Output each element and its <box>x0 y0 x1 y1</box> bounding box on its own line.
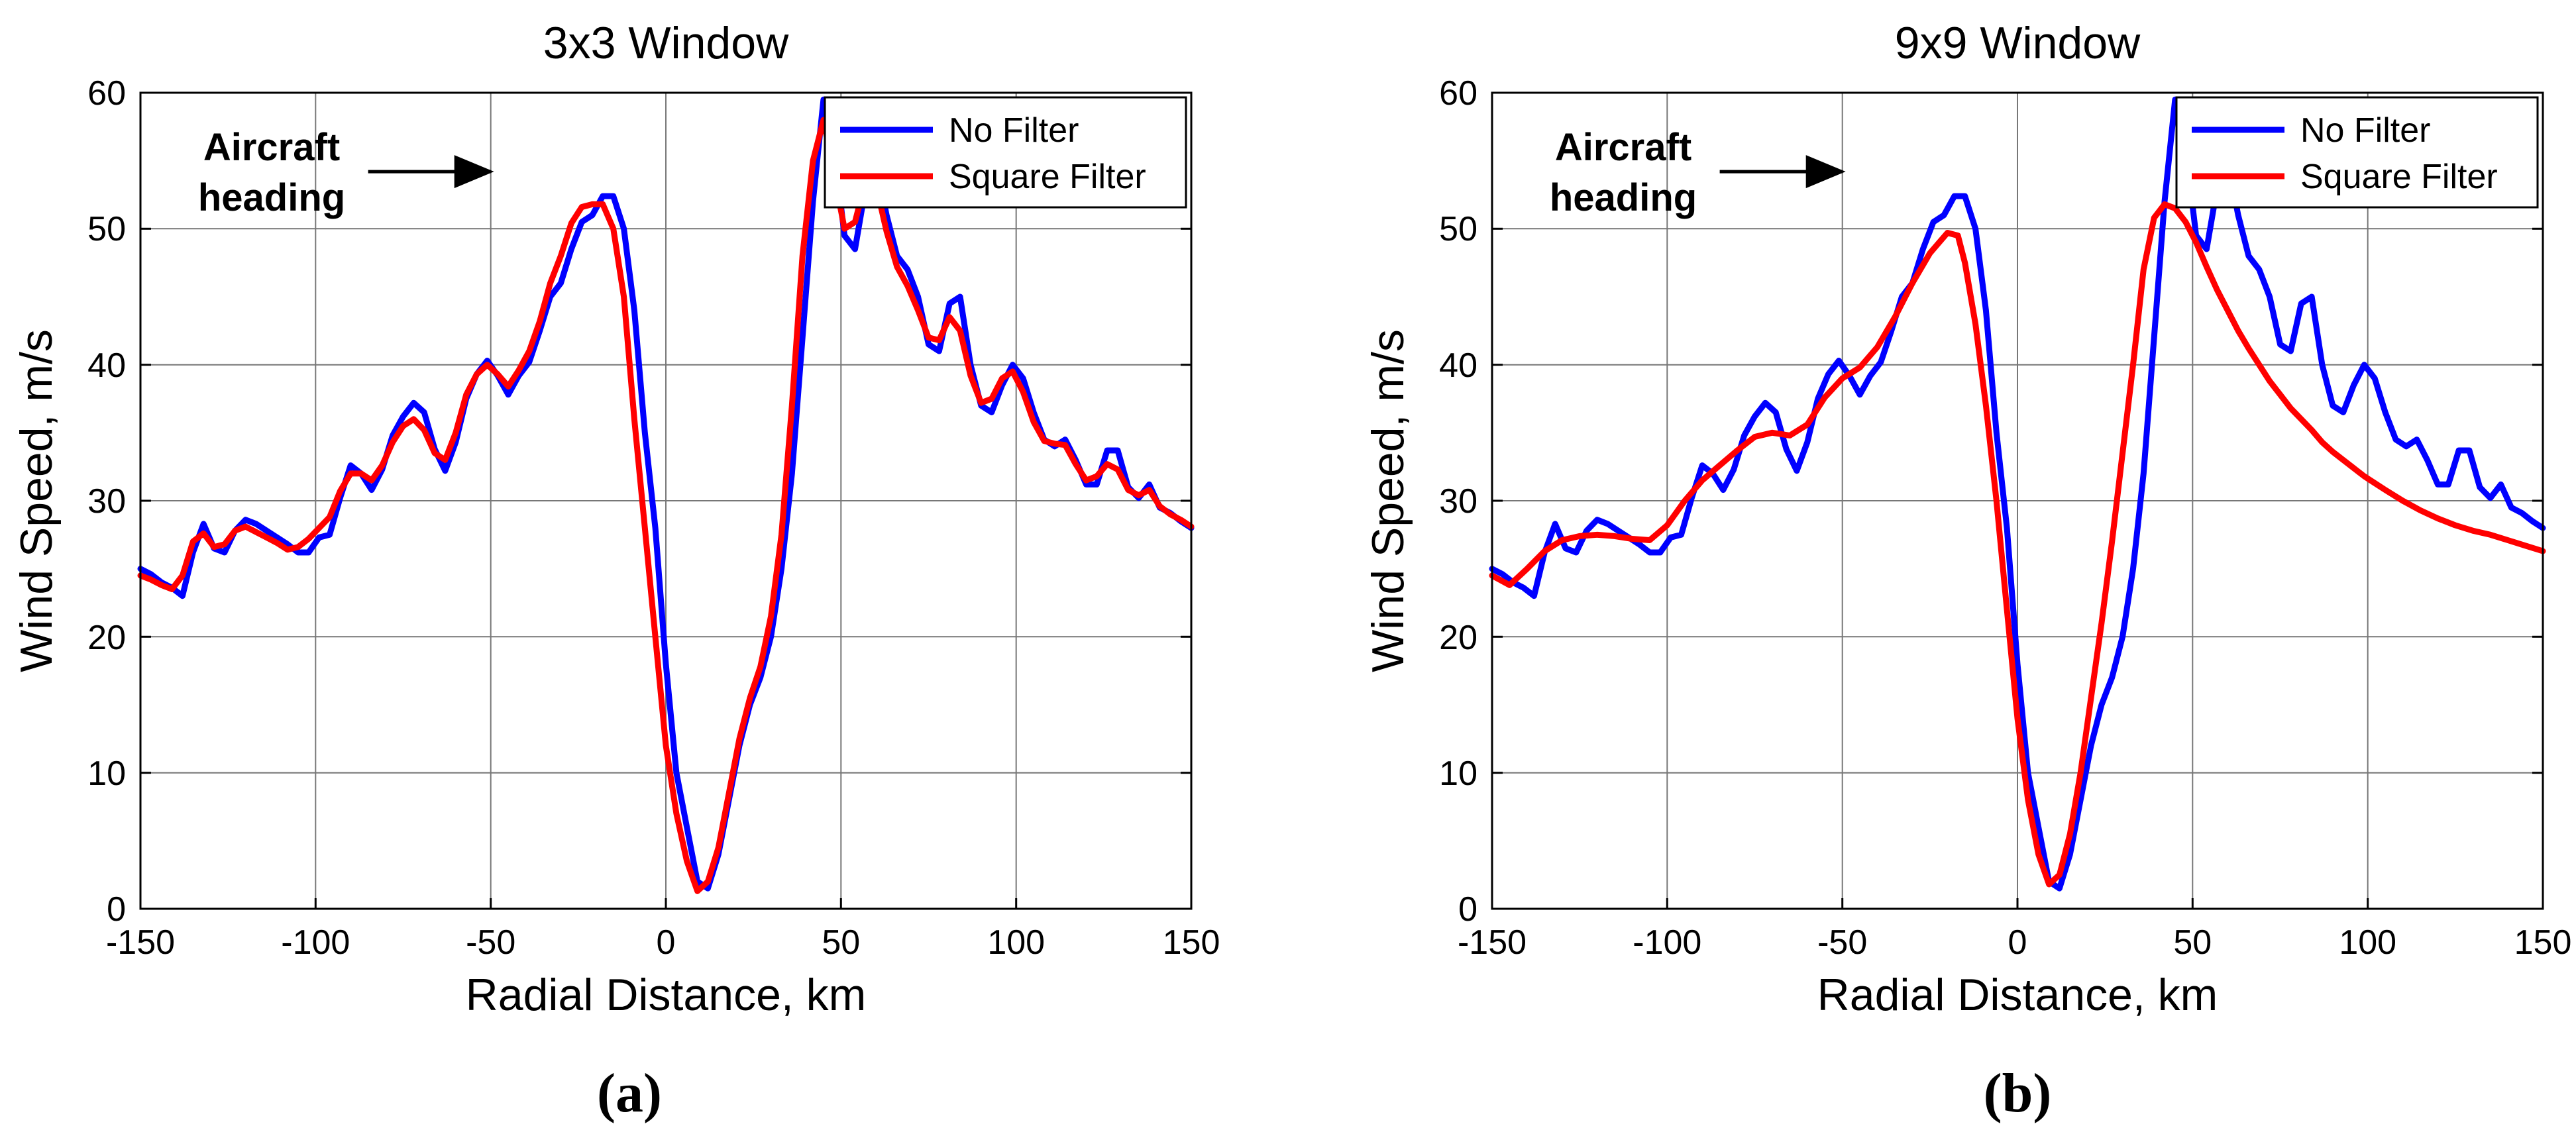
x-tick-labels: -150 -100 -50 0 50 100 150 <box>1458 923 2571 962</box>
y-axis-label: Wind Speed, m/s <box>1363 329 1413 672</box>
panel-label: (a) <box>597 1062 662 1124</box>
x-tick-label: -150 <box>106 923 175 962</box>
x-tick-label: -100 <box>281 923 350 962</box>
annotation-line-2: heading <box>198 176 345 219</box>
x-tick-label: 150 <box>1163 923 1220 962</box>
y-tick-label: 60 <box>87 74 126 113</box>
x-tick-label: 0 <box>2008 923 2027 962</box>
chart-title: 9x9 Window <box>1895 18 2141 68</box>
x-tick-label: -150 <box>1458 923 1527 962</box>
x-tick-label: -100 <box>1633 923 1701 962</box>
panel-b: -150 -100 -50 0 50 100 150 0 10 20 30 40… <box>1363 18 2571 1124</box>
legend-box <box>2175 96 2539 209</box>
legend: No Filter Square Filter <box>824 96 1187 209</box>
series-line-no-filter <box>1489 96 2546 892</box>
annotation-line-2: heading <box>1550 176 1697 219</box>
annotation: Aircraft heading <box>1550 126 1846 219</box>
plot-frame <box>1491 91 2544 910</box>
legend-label-square-filter: Square Filter <box>949 158 1146 196</box>
y-tick-label: 20 <box>1439 619 1477 657</box>
x-tick-label: 50 <box>822 923 860 962</box>
y-axis-label: Wind Speed, m/s <box>11 329 62 672</box>
x-tick-labels: -150 -100 -50 0 50 100 150 <box>106 923 1220 962</box>
x-tick-label: 100 <box>2339 923 2396 962</box>
y-tick-label: 0 <box>1458 890 1477 929</box>
legend-box <box>824 96 1187 209</box>
y-tick-label: 10 <box>1439 754 1477 793</box>
x-axis-label: Radial Distance, km <box>1817 970 2218 1020</box>
legend-label-no-filter: No Filter <box>2300 111 2430 150</box>
y-tick-label: 50 <box>1439 210 1477 248</box>
y-tick-label: 20 <box>87 619 126 657</box>
y-tick-label: 40 <box>87 346 126 385</box>
y-tick-labels: 0 10 20 30 40 50 60 <box>87 74 126 929</box>
x-tick-label: 100 <box>987 923 1045 962</box>
legend: No Filter Square Filter <box>2175 96 2539 209</box>
y-tick-labels: 0 10 20 30 40 50 60 <box>1439 74 1477 929</box>
y-tick-label: 30 <box>1439 482 1477 521</box>
x-tick-label: -50 <box>1817 923 1867 962</box>
y-tick-label: 0 <box>107 890 126 929</box>
panel-label: (b) <box>1984 1062 2052 1124</box>
annotation-line-1: Aircraft <box>203 126 340 169</box>
plot-frame <box>139 91 1193 910</box>
x-axis-label: Radial Distance, km <box>466 970 867 1020</box>
x-tick-label: 50 <box>2173 923 2212 962</box>
y-tick-label: 50 <box>87 210 126 248</box>
annotation-line-1: Aircraft <box>1555 126 1691 169</box>
y-tick-label: 10 <box>87 754 126 793</box>
grid <box>140 93 1191 909</box>
legend-label-no-filter: No Filter <box>949 111 1079 150</box>
x-tick-label: 150 <box>2514 923 2572 962</box>
series-line-square-filter <box>1489 201 2546 888</box>
chart-title: 3x3 Window <box>543 18 789 68</box>
series-line-no-filter <box>137 96 1195 892</box>
legend-label-square-filter: Square Filter <box>2300 158 2498 196</box>
annotation: Aircraft heading <box>198 126 494 219</box>
y-tick-label: 40 <box>1439 346 1477 385</box>
panel-a: -150 -100 -50 0 50 100 150 0 10 20 30 40… <box>11 18 1220 1124</box>
x-tick-label: -50 <box>466 923 515 962</box>
y-tick-label: 30 <box>87 482 126 521</box>
series-line-square-filter <box>137 117 1195 894</box>
y-tick-label: 60 <box>1439 74 1477 113</box>
x-tick-label: 0 <box>657 923 676 962</box>
